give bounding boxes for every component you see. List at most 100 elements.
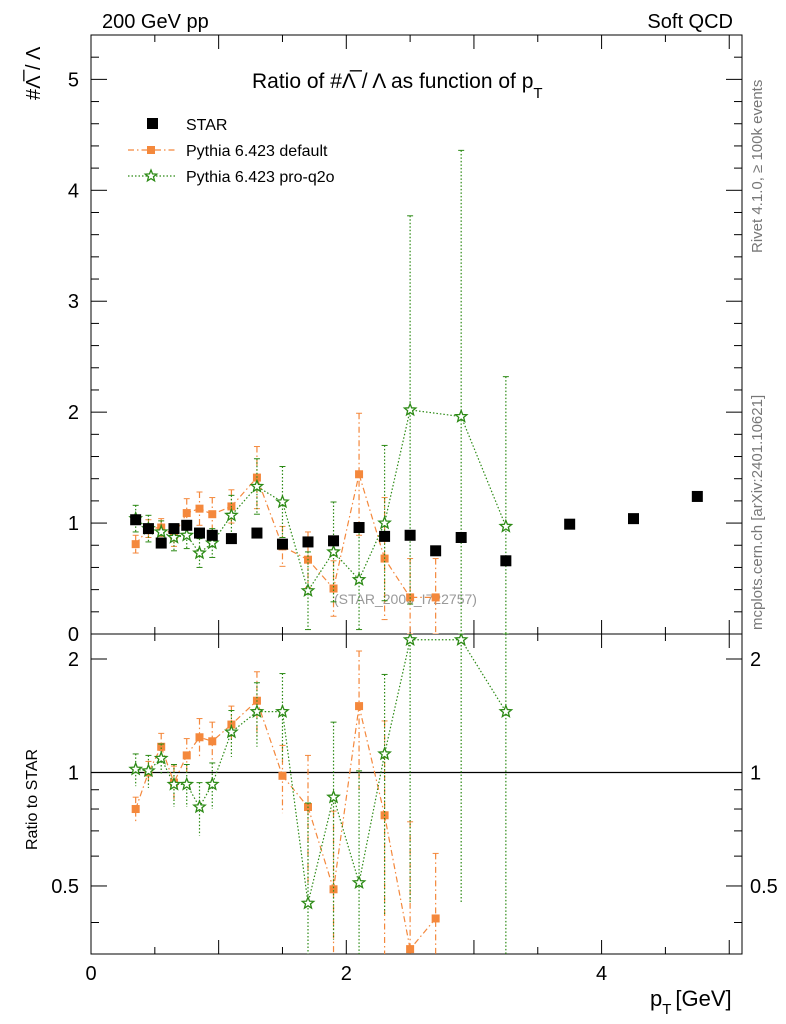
point-proq2o xyxy=(204,535,220,550)
ratio-y-tick-label-right: 2 xyxy=(750,649,761,671)
ratio-y-tick-label-right: 0.5 xyxy=(750,876,778,898)
ratio-point-default xyxy=(182,751,191,760)
ratio-point-proq2o xyxy=(249,703,265,718)
axis-ticks xyxy=(90,34,742,954)
point-proq2o xyxy=(351,571,367,586)
point-star-data xyxy=(206,529,218,541)
y-tick-label: 0 xyxy=(68,624,79,646)
ratio-point-proq2o xyxy=(300,895,316,910)
ratio-point-proq2o xyxy=(192,799,207,814)
x-tick-label: 2 xyxy=(341,963,352,985)
point-star-data xyxy=(404,529,416,541)
point-star-data xyxy=(251,527,263,539)
ratio-point-proq2o xyxy=(179,776,195,791)
chart-title: Ratio of #Λ̅ / Λ as function of pT xyxy=(252,70,543,102)
legend-marker-default xyxy=(147,146,155,154)
point-proq2o xyxy=(453,408,469,423)
ratio-point-proq2o xyxy=(141,763,156,778)
legend-marker-star xyxy=(147,118,158,129)
point-star-data xyxy=(181,519,193,531)
point-proq2o xyxy=(192,545,207,560)
point-proq2o xyxy=(153,524,169,539)
point-proq2o xyxy=(402,402,418,417)
ratio-point-proq2o xyxy=(224,724,239,739)
point-proq2o xyxy=(166,529,182,544)
series-line-default xyxy=(135,471,436,598)
mcplots-label: mcplots.cern.ch [arXiv:2401.10621] xyxy=(749,395,766,630)
point-star-data xyxy=(155,537,167,549)
ratio-point-proq2o xyxy=(377,746,392,761)
point-star-data xyxy=(142,523,154,535)
ratio-point-proq2o xyxy=(498,703,514,718)
header-left: 200 GeV pp xyxy=(102,11,209,33)
point-proq2o xyxy=(275,494,290,509)
point-star-data xyxy=(455,531,467,543)
x-tick-label: 0 xyxy=(85,963,96,985)
point-default xyxy=(182,509,191,518)
point-star-data xyxy=(379,530,391,542)
legend-entry-star: STAR xyxy=(147,117,227,134)
ratio-point-proq2o xyxy=(128,761,144,776)
ratio-point-proq2o xyxy=(153,750,169,765)
ratio-point-proq2o xyxy=(275,703,290,718)
point-proq2o xyxy=(249,478,265,493)
point-star-data xyxy=(194,527,205,539)
tick-labels: 0 2 4 0 1 2 3 4 5 0.5 0.5 1 1 2 2 xyxy=(51,69,778,985)
ratio-point-proq2o xyxy=(453,634,469,647)
point-default xyxy=(355,470,364,479)
point-star-data xyxy=(328,535,340,547)
point-star-data xyxy=(500,555,512,567)
y-tick-label: 4 xyxy=(68,180,79,202)
point-proq2o xyxy=(224,507,239,522)
header-right: Soft QCD xyxy=(647,11,733,33)
y-tick-label: 2 xyxy=(68,402,79,424)
point-star-data xyxy=(225,533,237,545)
ratio-point-proq2o xyxy=(402,634,418,647)
ratio-point-default xyxy=(157,742,166,751)
y-axis-label: #Λ̅ / Λ xyxy=(22,46,45,100)
ratio-plot-area xyxy=(128,634,514,954)
point-default xyxy=(329,584,338,593)
point-star-data xyxy=(430,545,442,557)
point-proq2o xyxy=(377,515,392,530)
ratio-point-default xyxy=(431,914,440,923)
point-star-data xyxy=(276,538,288,550)
point-default xyxy=(131,540,140,549)
legend-marker-proq2o xyxy=(143,168,159,183)
series-line-proq2o xyxy=(135,409,507,593)
ratio-point-proq2o xyxy=(166,776,182,791)
point-star-data xyxy=(628,513,639,525)
point-default xyxy=(431,593,440,602)
rivet-label: Rivet 4.1.0, ≥ 100k events xyxy=(749,80,766,253)
ratio-y-tick-label: 2 xyxy=(68,649,79,671)
ratio-point-default xyxy=(131,805,140,814)
point-proq2o xyxy=(179,527,195,542)
point-star-data xyxy=(353,522,365,534)
legend: STAR Pythia 6.423 default Pythia 6.423 p… xyxy=(128,117,335,186)
ratio-y-tick-label-right: 1 xyxy=(750,762,761,784)
ratio-y-tick-label: 1 xyxy=(68,762,79,784)
y-tick-label: 1 xyxy=(68,513,79,535)
ratio-point-default xyxy=(406,945,415,954)
legend-label-default: Pythia 6.423 default xyxy=(186,143,328,160)
ratio-point-default xyxy=(195,733,204,742)
ratio-point-proq2o xyxy=(204,776,220,791)
legend-label-proq2o: Pythia 6.423 pro-q2o xyxy=(186,169,335,186)
point-proq2o xyxy=(498,518,514,533)
point-star-data xyxy=(130,514,142,526)
ratio-point-proq2o xyxy=(351,874,367,890)
point-proq2o xyxy=(326,544,341,559)
ratio-point-default xyxy=(329,885,338,894)
legend-entry-proq2o: Pythia 6.423 pro-q2o xyxy=(128,168,335,186)
ratio-point-default xyxy=(208,737,217,746)
x-tick-label: 4 xyxy=(596,963,607,985)
point-star-data xyxy=(691,490,703,502)
point-star-data xyxy=(302,536,314,548)
ratio-y-tick-label: 0.5 xyxy=(51,876,79,898)
main-plot-area xyxy=(128,149,703,634)
point-default xyxy=(208,510,217,519)
ratio-line-proq2o xyxy=(135,639,507,904)
y-tick-label: 3 xyxy=(68,291,79,313)
point-proq2o xyxy=(300,582,316,598)
